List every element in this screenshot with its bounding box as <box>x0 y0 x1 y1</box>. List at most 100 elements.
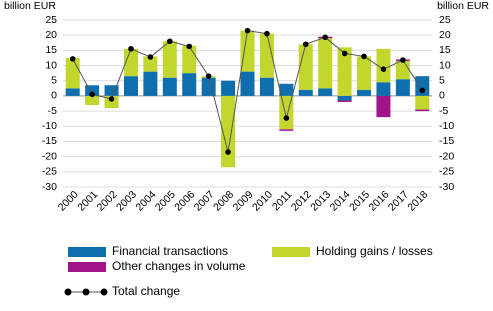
total-marker <box>302 41 309 48</box>
bar-segment <box>182 45 197 74</box>
bar-segment <box>415 95 430 110</box>
y-tick-label: -15 <box>42 135 57 147</box>
bar-segment <box>104 85 119 96</box>
bar-segment <box>318 38 333 89</box>
total-marker <box>244 27 251 34</box>
y-tick-label: 25 <box>45 14 57 26</box>
x-tick-label: 2009 <box>231 188 256 213</box>
x-tick-label: 2018 <box>405 188 430 213</box>
bar-segment <box>259 33 274 78</box>
bar-segment <box>376 48 391 83</box>
bar-segment <box>162 77 177 96</box>
total-marker <box>108 96 115 102</box>
bar-segment <box>162 41 177 78</box>
y2-tick-label: -5 <box>439 105 448 117</box>
bar-segment <box>240 30 255 72</box>
total-marker <box>205 73 212 79</box>
total-marker <box>322 34 328 41</box>
total-marker <box>341 50 348 57</box>
legend-label: Other changes in volume <box>112 259 246 273</box>
y2-tick-label: 25 <box>439 14 451 26</box>
total-marker <box>380 66 387 72</box>
y-tick-label: 10 <box>45 59 57 71</box>
y2-tick-label: -30 <box>439 181 454 193</box>
bar-segment <box>337 47 352 96</box>
y2-tick-label: 20 <box>439 29 451 41</box>
legend-label: Holding gains / losses <box>316 244 433 258</box>
x-tick-label: 2004 <box>133 188 158 213</box>
bar-segment <box>298 89 313 96</box>
x-tick-label: 2016 <box>367 188 392 213</box>
x-tick-label: 2006 <box>172 188 197 213</box>
x-tick-label: 2014 <box>328 188 353 213</box>
x-tick-label: 2002 <box>95 188 120 213</box>
bar-segment <box>123 48 138 77</box>
bar-segment <box>65 88 80 96</box>
bar-segment <box>85 85 100 96</box>
bar-segment <box>221 95 236 168</box>
x-tick-label: 2000 <box>56 188 81 213</box>
y-tick-label: 0 <box>51 90 57 102</box>
legend-label: Financial transactions <box>112 244 228 258</box>
y-axis-label: billion EUR <box>4 0 56 12</box>
x-tick-label: 2017 <box>386 188 411 213</box>
bar-segment <box>357 89 372 96</box>
y-tick-label: 15 <box>45 44 57 56</box>
legend-marker <box>82 288 90 296</box>
legend-swatch <box>68 247 106 257</box>
y2-tick-label: 15 <box>439 44 451 56</box>
y2-tick-label: -15 <box>439 135 454 147</box>
total-marker <box>89 91 95 98</box>
x-tick-label: 2013 <box>308 188 333 213</box>
y-tick-label: -20 <box>42 150 57 162</box>
legend-label: Total change <box>112 284 180 298</box>
x-tick-label: 2010 <box>250 188 275 213</box>
bar-segment <box>182 73 197 96</box>
total-marker <box>400 57 406 63</box>
bar-segment <box>318 88 333 96</box>
y-tick-label: -5 <box>48 105 57 117</box>
y-tick-label: -25 <box>42 166 57 178</box>
bar-segment <box>104 95 119 109</box>
bar-segment <box>279 129 294 131</box>
x-tick-label: 2003 <box>114 188 139 213</box>
x-tick-label: 2008 <box>211 188 236 213</box>
bar-segment <box>376 95 391 118</box>
y-tick-label: 5 <box>51 75 57 87</box>
bar-segment <box>337 95 352 101</box>
total-marker <box>264 30 270 37</box>
legend: Financial transactions Holding gains / lo… <box>64 244 433 298</box>
legend-swatch <box>68 262 106 272</box>
bar-segment <box>415 109 430 112</box>
y2-tick-label: 5 <box>439 75 445 87</box>
bar-segment <box>65 57 80 89</box>
bar-segment <box>143 71 158 96</box>
y-tick-label: 20 <box>45 29 57 41</box>
x-tick-label: 2001 <box>75 188 100 213</box>
y2-tick-label: -25 <box>439 166 454 178</box>
total-marker <box>167 38 173 45</box>
y-tick-label: -10 <box>42 120 57 132</box>
total-marker <box>147 54 154 60</box>
bar-segment <box>337 100 352 102</box>
bar-segment <box>123 76 138 96</box>
y2-tick-label: 0 <box>439 90 445 102</box>
total-marker <box>69 56 76 62</box>
bar-segment <box>240 71 255 96</box>
bar-segment <box>279 83 294 96</box>
y2-tick-label: -20 <box>439 150 454 162</box>
x-tick-label: 2007 <box>192 188 217 213</box>
x-tick-label: 2015 <box>347 188 372 213</box>
total-marker <box>283 115 290 121</box>
y2-tick-label: 10 <box>439 59 451 71</box>
bar-segment <box>201 77 216 96</box>
bar-segment <box>415 76 430 96</box>
bar-segment <box>357 56 372 90</box>
legend-marker <box>64 288 72 296</box>
bar-segment <box>376 82 391 96</box>
bar-segment <box>395 79 410 96</box>
bar-segment <box>221 80 236 96</box>
total-marker <box>419 87 426 94</box>
